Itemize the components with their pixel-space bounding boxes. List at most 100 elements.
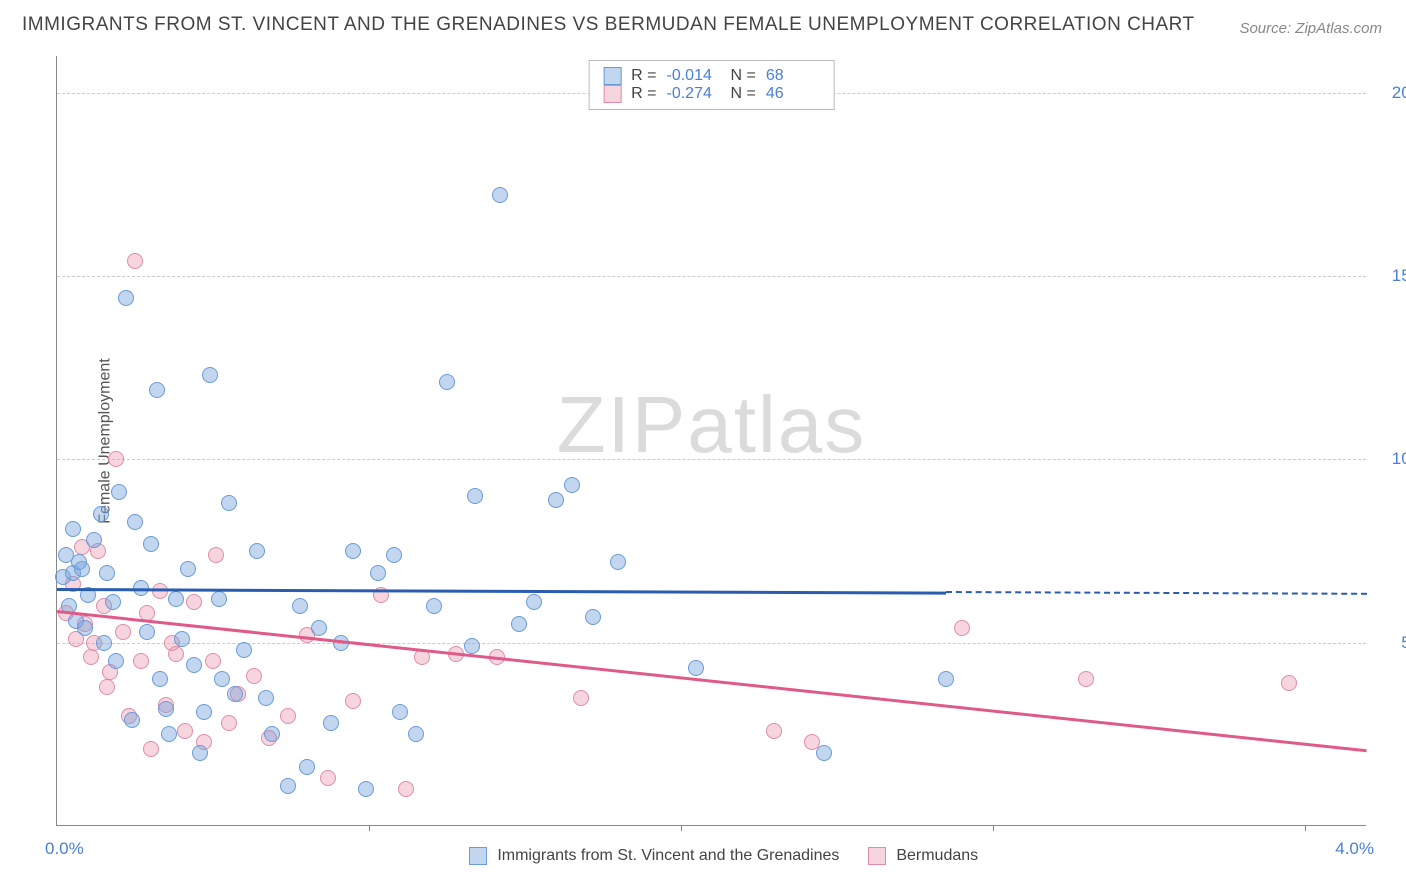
point-series-b: [766, 723, 782, 739]
point-series-a: [323, 715, 339, 731]
point-series-a: [149, 382, 165, 398]
point-series-a: [311, 620, 327, 636]
x-tick: [1305, 825, 1306, 831]
point-series-b: [108, 451, 124, 467]
point-series-a: [585, 609, 601, 625]
point-series-a: [71, 554, 87, 570]
plot-area: Female Unemployment ZIPatlas 5.0%10.0%15…: [56, 56, 1366, 826]
point-series-b: [320, 770, 336, 786]
point-series-a: [174, 631, 190, 647]
point-series-a: [99, 565, 115, 581]
x-tick: [681, 825, 682, 831]
point-series-b: [221, 715, 237, 731]
point-series-a: [264, 726, 280, 742]
point-series-a: [139, 624, 155, 640]
point-series-b: [208, 547, 224, 563]
swatch-series-a-icon: [469, 847, 487, 865]
y-tick-label: 20.0%: [1376, 83, 1406, 103]
x-tick: [369, 825, 370, 831]
point-series-a: [258, 690, 274, 706]
point-series-b: [398, 781, 414, 797]
point-series-a: [86, 532, 102, 548]
swatch-series-b-icon: [868, 847, 886, 865]
point-series-a: [214, 671, 230, 687]
chart-title: IMMIGRANTS FROM ST. VINCENT AND THE GREN…: [22, 14, 1195, 36]
series-legend: Immigrants from St. Vincent and the Gren…: [57, 847, 1366, 865]
point-series-a: [280, 778, 296, 794]
point-series-a: [196, 704, 212, 720]
point-series-a: [292, 598, 308, 614]
point-series-a: [127, 514, 143, 530]
point-series-b: [205, 653, 221, 669]
point-series-a: [386, 547, 402, 563]
point-series-a: [124, 712, 140, 728]
y-tick-label: 5.0%: [1376, 633, 1406, 653]
point-series-a: [358, 781, 374, 797]
swatch-series-b-icon: [603, 85, 621, 103]
point-series-a: [192, 745, 208, 761]
y-tick-label: 15.0%: [1376, 266, 1406, 286]
trendline-series-a: [57, 588, 946, 594]
gridline: [57, 643, 1366, 644]
point-series-b: [127, 253, 143, 269]
point-series-a: [105, 594, 121, 610]
point-series-a: [211, 591, 227, 607]
point-series-b: [573, 690, 589, 706]
point-series-b: [1281, 675, 1297, 691]
point-series-b: [186, 594, 202, 610]
point-series-a: [370, 565, 386, 581]
point-series-b: [1078, 671, 1094, 687]
point-series-a: [161, 726, 177, 742]
point-series-a: [426, 598, 442, 614]
point-series-a: [158, 701, 174, 717]
point-series-a: [439, 374, 455, 390]
point-series-b: [246, 668, 262, 684]
point-series-a: [221, 495, 237, 511]
point-series-a: [688, 660, 704, 676]
gridline: [57, 459, 1366, 460]
stats-legend: R =-0.014 N =68 R =-0.274 N =46: [588, 60, 835, 110]
point-series-a: [108, 653, 124, 669]
point-series-b: [133, 653, 149, 669]
x-tick: [993, 825, 994, 831]
point-series-a: [345, 543, 361, 559]
point-series-a: [467, 488, 483, 504]
point-series-a: [65, 521, 81, 537]
point-series-a: [610, 554, 626, 570]
point-series-a: [392, 704, 408, 720]
point-series-a: [227, 686, 243, 702]
series-b-label: Bermudans: [896, 847, 978, 864]
point-series-b: [954, 620, 970, 636]
point-series-a: [77, 620, 93, 636]
point-series-b: [177, 723, 193, 739]
point-series-b: [115, 624, 131, 640]
point-series-a: [548, 492, 564, 508]
point-series-b: [83, 649, 99, 665]
point-series-a: [564, 477, 580, 493]
point-series-a: [111, 484, 127, 500]
point-series-a: [143, 536, 159, 552]
point-series-a: [180, 561, 196, 577]
point-series-b: [99, 679, 115, 695]
point-series-a: [408, 726, 424, 742]
source-attribution: Source: ZipAtlas.com: [1239, 20, 1382, 37]
point-series-a: [118, 290, 134, 306]
point-series-b: [345, 693, 361, 709]
gridline: [57, 276, 1366, 277]
point-series-a: [492, 187, 508, 203]
y-axis-label: Female Unemployment: [97, 358, 115, 523]
point-series-a: [186, 657, 202, 673]
stats-row-a: R =-0.014 N =68: [603, 67, 820, 85]
stats-row-b: R =-0.274 N =46: [603, 85, 820, 103]
point-series-a: [152, 671, 168, 687]
series-a-label: Immigrants from St. Vincent and the Gren…: [497, 847, 839, 864]
point-series-a: [249, 543, 265, 559]
point-series-a: [202, 367, 218, 383]
point-series-a: [526, 594, 542, 610]
point-series-b: [152, 583, 168, 599]
point-series-a: [299, 759, 315, 775]
point-series-a: [511, 616, 527, 632]
trendline-series-a-extrapolated: [946, 591, 1367, 595]
point-series-a: [816, 745, 832, 761]
point-series-a: [464, 638, 480, 654]
